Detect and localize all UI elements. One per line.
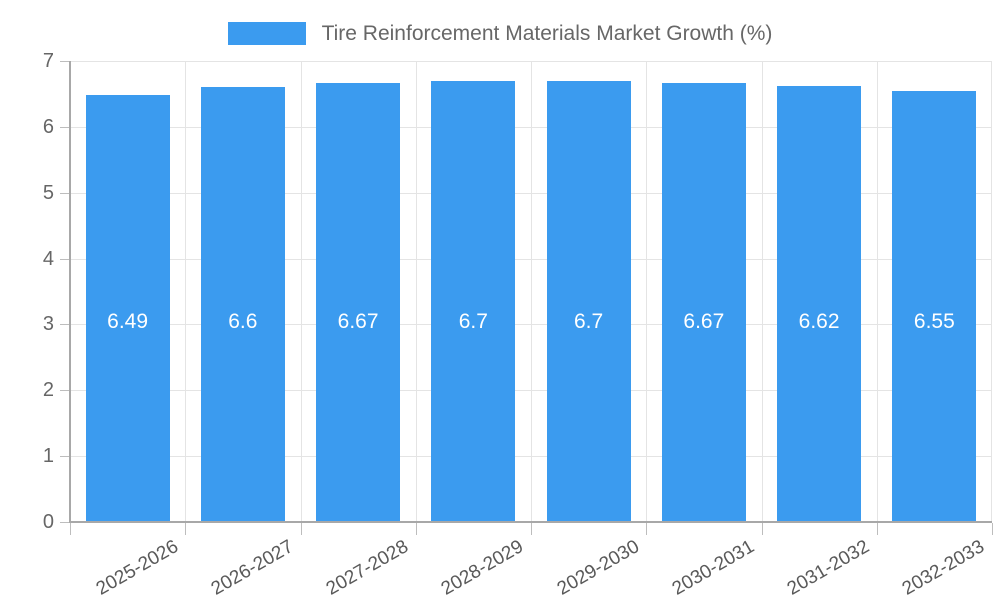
x-axis-tick-label: 2029-2030: [553, 536, 643, 600]
bar[interactable]: [200, 87, 285, 522]
bar-value-label: 6.7: [574, 310, 604, 334]
y-axis-tick-mark: [60, 522, 70, 523]
x-axis-tick-label: 2026-2027: [207, 536, 297, 600]
chart-legend: Tire Reinforcement Materials Market Grow…: [0, 14, 1000, 52]
bar-value-label: 6.67: [683, 310, 725, 334]
legend-label[interactable]: Tire Reinforcement Materials Market Grow…: [321, 21, 773, 45]
gridline-vertical: [301, 61, 302, 522]
x-axis-tick-mark: [646, 523, 647, 535]
x-axis-tick-mark: [531, 523, 532, 535]
bar[interactable]: [546, 80, 631, 522]
y-axis-tick-mark: [60, 456, 70, 458]
x-axis-tick-mark: [70, 523, 71, 535]
bar[interactable]: [431, 80, 516, 522]
y-axis-tick-mark: [60, 126, 70, 128]
bar[interactable]: [892, 90, 977, 522]
y-axis-tick-label: 0: [42, 511, 54, 533]
y-axis-line: [69, 61, 71, 523]
y-axis-tick-mark: [60, 258, 70, 260]
x-axis-tick-label: 2028-2029: [438, 536, 528, 600]
y-axis-labels: 0 1 2 3 4 5 6 7: [0, 0, 54, 600]
x-axis-tick-mark: [185, 523, 186, 535]
x-axis-tick-label: 2025-2026: [92, 536, 182, 600]
x-axis-line: [70, 521, 992, 523]
y-axis-tick-label: 7: [42, 50, 54, 72]
gridline-vertical: [877, 61, 878, 522]
gridline-vertical: [531, 61, 532, 522]
x-axis-tick-label: 2027-2028: [322, 536, 413, 600]
x-axis-tick-mark: [301, 523, 302, 535]
bar-value-label: 6.49: [107, 310, 149, 334]
x-axis-tick-label: 2031-2032: [783, 536, 874, 600]
y-axis-tick-mark: [60, 192, 70, 194]
bar[interactable]: [777, 86, 862, 522]
bar-value-label: 6.67: [337, 310, 379, 334]
bar[interactable]: [661, 82, 746, 522]
y-axis-tick-mark: [60, 61, 70, 62]
legend-color-swatch[interactable]: [227, 21, 306, 45]
plot-right-edge: [991, 61, 992, 522]
x-axis-tick-mark: [762, 523, 763, 535]
gridline-vertical: [762, 61, 763, 522]
y-axis-tick-mark: [60, 324, 70, 326]
y-axis-tick-label: 5: [42, 181, 54, 204]
y-axis-tick-label: 6: [42, 115, 54, 138]
bar[interactable]: [85, 94, 170, 522]
x-axis-tick-label: 2030-2031: [668, 536, 758, 600]
y-axis-tick-label: 2: [42, 379, 54, 402]
x-axis-tick-mark: [992, 523, 993, 535]
x-axis-tick-mark: [416, 523, 417, 535]
bar-value-label: 6.62: [798, 310, 840, 334]
gridline-vertical: [416, 61, 417, 522]
gridline-vertical: [646, 61, 647, 522]
y-axis-tick-mark: [60, 390, 70, 392]
bar-value-label: 6.55: [913, 310, 955, 334]
y-axis-tick-label: 3: [42, 313, 54, 336]
bar[interactable]: [316, 82, 401, 522]
bar-value-label: 6.7: [458, 310, 488, 334]
y-axis-tick-label: 1: [42, 445, 54, 468]
y-axis-tick-label: 4: [42, 247, 54, 270]
x-axis-tick-label: 2032-2033: [899, 536, 989, 600]
bar-value-label: 6.6: [228, 310, 258, 334]
x-axis-tick-mark: [877, 523, 878, 535]
plot-area: 6.49 6.6 6.67 6.7 6.7 6.67 6.62 6.55: [70, 61, 992, 523]
gridline-vertical: [185, 61, 186, 522]
